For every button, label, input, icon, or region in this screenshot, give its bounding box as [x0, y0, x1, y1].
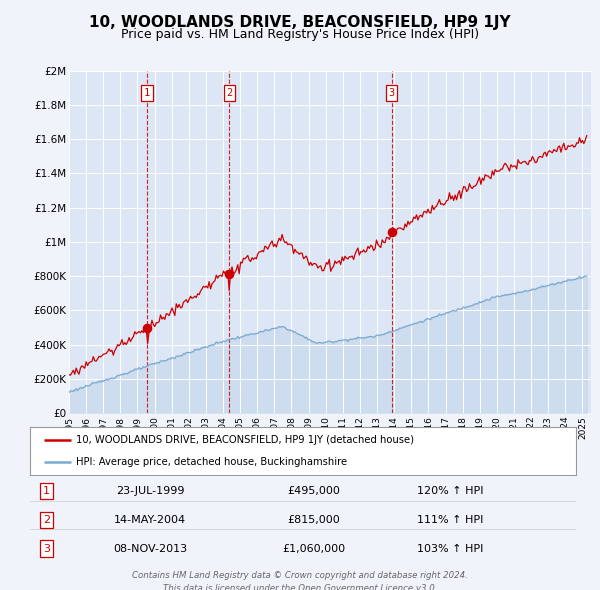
Text: 10, WOODLANDS DRIVE, BEACONSFIELD, HP9 1JY (detached house): 10, WOODLANDS DRIVE, BEACONSFIELD, HP9 1… [76, 435, 415, 445]
Text: 08-NOV-2013: 08-NOV-2013 [113, 543, 187, 553]
Text: Price paid vs. HM Land Registry's House Price Index (HPI): Price paid vs. HM Land Registry's House … [121, 28, 479, 41]
Text: £495,000: £495,000 [287, 486, 340, 496]
Text: 111% ↑ HPI: 111% ↑ HPI [417, 515, 484, 525]
Text: Contains HM Land Registry data © Crown copyright and database right 2024.
This d: Contains HM Land Registry data © Crown c… [132, 571, 468, 590]
Text: HPI: Average price, detached house, Buckinghamshire: HPI: Average price, detached house, Buck… [76, 457, 347, 467]
Text: 23-JUL-1999: 23-JUL-1999 [116, 486, 184, 496]
Text: 103% ↑ HPI: 103% ↑ HPI [417, 543, 484, 553]
Text: £815,000: £815,000 [287, 515, 340, 525]
Text: 10, WOODLANDS DRIVE, BEACONSFIELD, HP9 1JY: 10, WOODLANDS DRIVE, BEACONSFIELD, HP9 1… [89, 15, 511, 30]
Text: 14-MAY-2004: 14-MAY-2004 [114, 515, 186, 525]
Text: 3: 3 [43, 543, 50, 553]
Text: 1: 1 [43, 486, 50, 496]
Text: 2: 2 [43, 515, 50, 525]
Point [224, 269, 234, 278]
Text: 3: 3 [388, 88, 395, 98]
Text: 2: 2 [226, 88, 232, 98]
Point [387, 227, 397, 237]
Text: 120% ↑ HPI: 120% ↑ HPI [417, 486, 484, 496]
Text: £1,060,000: £1,060,000 [283, 543, 346, 553]
Text: 1: 1 [144, 88, 150, 98]
Point [142, 323, 152, 333]
